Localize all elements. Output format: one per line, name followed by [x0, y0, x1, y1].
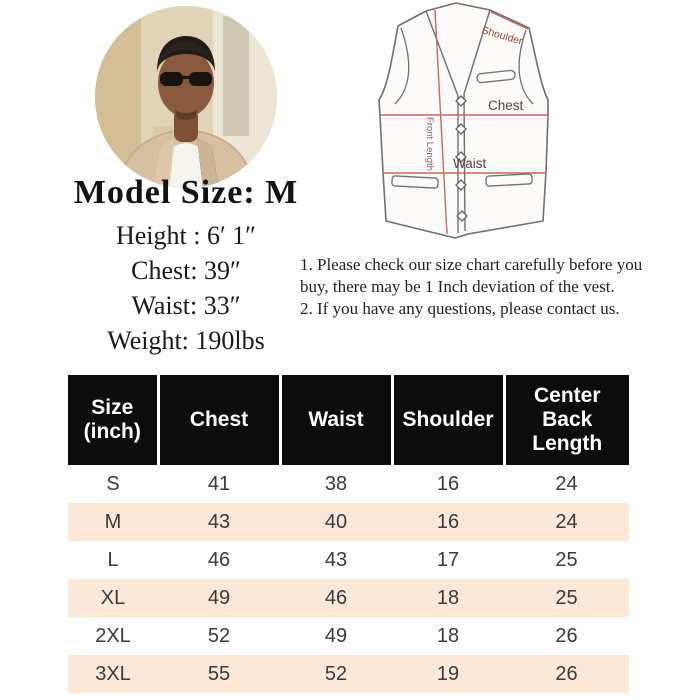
- note-2: 2. If you have any questions, please con…: [300, 299, 620, 318]
- model-waist: Waist: 33″: [131, 291, 241, 320]
- table-header-row: Size (inch) Chest Waist Shoulder Center …: [68, 375, 629, 465]
- cell-size: 3XL: [95, 662, 131, 685]
- right-waist-pocket: [485, 173, 533, 187]
- table-row-3xl: 3XL 55 52 19 26: [68, 655, 629, 693]
- cell-waist: 52: [324, 662, 348, 685]
- table-row-2xl: 2XL 52 49 18 26: [68, 617, 629, 655]
- table-row-xl: XL 49 46 18 25: [68, 579, 629, 617]
- cell-cbl: 24: [555, 472, 578, 495]
- cell-shoulder: 19: [436, 662, 460, 685]
- cell-chest: 46: [207, 548, 231, 571]
- notes: 1. Please check our size chart carefully…: [300, 254, 648, 320]
- cell-shoulder: 18: [436, 624, 460, 647]
- model-size-title: Model Size: M: [73, 174, 299, 211]
- cell-waist: 38: [324, 472, 348, 495]
- cell-waist: 46: [324, 586, 348, 609]
- cell-size: L: [107, 548, 119, 571]
- table-row-m: M 43 40 16 24: [68, 503, 629, 541]
- front-length-label: Front Length: [424, 117, 435, 171]
- cell-shoulder: 17: [436, 548, 460, 571]
- table-row-l: L 46 43 17 25: [68, 541, 629, 579]
- model-height: Height : 6′ 1″: [115, 221, 256, 250]
- vest-measurement-diagram: Shoulder Chest Waist Front Length: [355, 0, 615, 245]
- model-photo: [95, 6, 277, 188]
- cell-waist: 40: [324, 510, 348, 533]
- cell-chest: 43: [207, 510, 231, 533]
- measurement-lines: [380, 9, 548, 235]
- note-1: 1. Please check our size chart carefully…: [300, 255, 643, 296]
- chest-pocket: [476, 69, 516, 84]
- cell-shoulder: 16: [436, 472, 460, 495]
- model-photo-illustration: [95, 6, 277, 188]
- cell-chest: 52: [207, 624, 231, 647]
- cell-shoulder: 16: [436, 510, 460, 533]
- cell-waist: 49: [324, 624, 348, 647]
- cell-size: S: [106, 472, 120, 495]
- size-table: Size (inch) Chest Waist Shoulder Center …: [68, 375, 629, 693]
- cell-cbl: 24: [555, 510, 578, 533]
- header-waist: Waist: [278, 375, 392, 465]
- cell-waist: 43: [324, 548, 348, 571]
- table-row-s: S 41 38 16 24: [68, 465, 629, 503]
- cell-chest: 41: [207, 472, 231, 495]
- header-center-back-length: Center Back Length: [502, 375, 629, 465]
- waist-label: Waist: [453, 156, 486, 171]
- cell-size: XL: [100, 586, 126, 609]
- left-waist-pocket: [391, 175, 439, 189]
- model-weight: Weight: 190lbs: [107, 326, 265, 355]
- cell-cbl: 25: [555, 548, 578, 571]
- header-chest: Chest: [156, 375, 280, 465]
- sunglasses: [160, 72, 212, 86]
- cell-cbl: 25: [555, 586, 578, 609]
- cell-shoulder: 18: [436, 586, 460, 609]
- chest-label: Chest: [488, 98, 524, 113]
- cell-size: 2XL: [95, 624, 131, 647]
- model-stats: Height : 6′ 1″ Chest: 39″ Waist: 33″ Wei…: [46, 218, 326, 358]
- cell-size: M: [104, 510, 122, 533]
- cell-chest: 55: [207, 662, 231, 685]
- model-chest: Chest: 39″: [131, 256, 241, 285]
- header-shoulder: Shoulder: [390, 375, 504, 465]
- header-size: Size (inch): [68, 375, 158, 465]
- vest-buttons: [455, 95, 468, 222]
- cell-cbl: 26: [555, 662, 578, 685]
- cell-cbl: 26: [555, 624, 578, 647]
- cell-chest: 49: [207, 586, 231, 609]
